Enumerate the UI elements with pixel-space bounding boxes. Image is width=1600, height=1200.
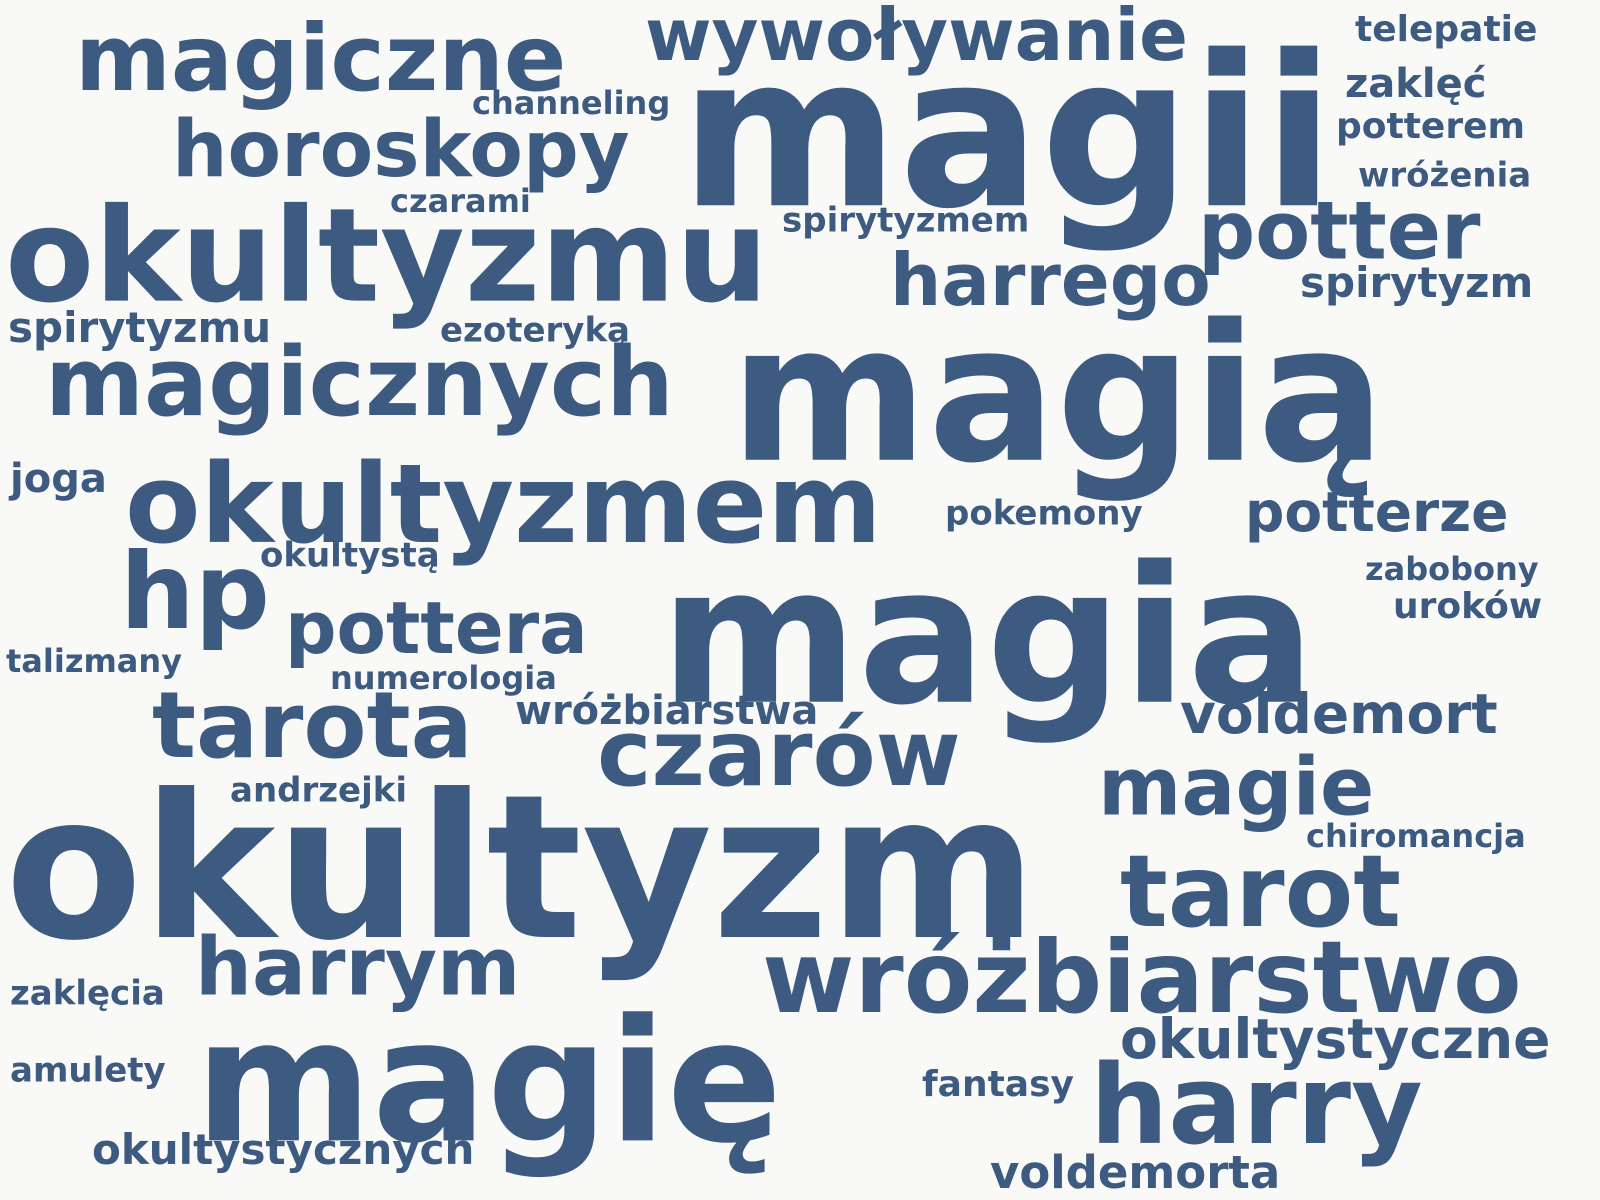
cloud-word: okultyzm [5,752,1038,985]
cloud-word: spirytyzmem [782,200,1030,241]
cloud-word: uroków [1393,585,1543,627]
cloud-word: fantasy [922,1063,1074,1105]
cloud-word: okultyzmem [125,440,882,569]
cloud-word: wywoływanie [645,0,1188,77]
cloud-word: chiromancja [1306,817,1526,856]
cloud-word: potter [1198,184,1481,278]
cloud-word: pottera [285,585,588,670]
cloud-word: magie [1098,740,1375,834]
cloud-word: tarot [1120,833,1402,950]
cloud-word: spirytyzm [1300,258,1534,308]
cloud-word: wróżbiarstwo [762,919,1522,1036]
cloud-word: okultyzmu [5,179,769,332]
cloud-word: voldemort [1180,682,1498,747]
cloud-word: harrego [890,237,1211,322]
cloud-word: voldemorta [990,1145,1281,1199]
cloud-word: okultystycznych [92,1125,475,1175]
cloud-word: okultystą [260,535,440,576]
cloud-word: andrzejki [230,770,408,811]
cloud-word: amulety [10,1050,166,1091]
cloud-word: numerologia [330,659,557,698]
cloud-word: czarami [390,182,531,221]
cloud-word: magicznych [45,327,674,438]
cloud-word: wróżbiarstwa [515,687,819,734]
cloud-word: hp [120,531,270,654]
cloud-word: pokemony [945,493,1143,534]
cloud-word: magii [680,10,1335,256]
cloud-word: magiczne [75,5,567,113]
cloud-word: ezoteryką [440,310,631,351]
cloud-word: harrym [195,920,521,1014]
cloud-word: joga [10,455,107,502]
cloud-word: zaklęć [1345,60,1487,107]
cloud-word: magię [195,983,783,1182]
cloud-word: talizmany [6,642,183,681]
cloud-word: spirytyzmu [8,303,272,353]
cloud-word: magia [660,525,1316,747]
cloud-word: channeling [472,84,671,123]
cloud-word: horoskopy [172,105,630,196]
cloud-word: zaklęcia [10,973,165,1014]
cloud-word: telepatie [1355,8,1538,50]
cloud-word: potterze [1245,480,1509,545]
cloud-word: magią [730,283,1386,505]
cloud-word: czarów [597,700,961,808]
cloud-word: tarota [152,672,473,780]
cloud-word: potterem [1336,105,1526,147]
cloud-word: okultystyczne [1120,1007,1551,1072]
cloud-word: zabobony [1365,550,1539,589]
cloud-word: wróżenia [1358,155,1532,196]
cloud-word: harry [1090,1041,1423,1170]
